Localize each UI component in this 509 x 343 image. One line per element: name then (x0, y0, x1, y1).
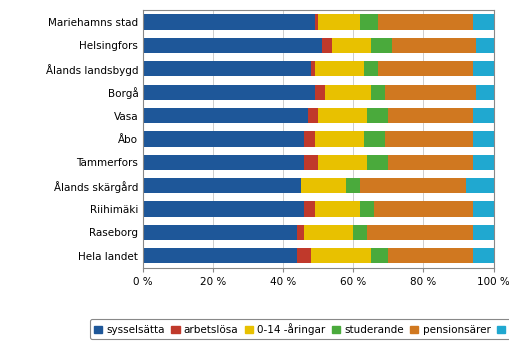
Bar (318, 155, 367, 170)
Bar (364, 61, 378, 76)
Bar (311, 61, 315, 76)
Bar (378, 61, 473, 76)
Bar (143, 61, 311, 76)
Bar (473, 225, 494, 240)
Bar (143, 155, 304, 170)
Bar (318, 108, 367, 123)
Bar (143, 14, 315, 29)
Bar (374, 201, 473, 217)
Bar (473, 14, 494, 29)
Bar (322, 38, 332, 53)
Bar (304, 225, 353, 240)
Bar (364, 131, 385, 146)
Bar (360, 201, 374, 217)
Bar (371, 38, 392, 53)
Bar (360, 14, 378, 29)
Bar (385, 84, 476, 100)
Bar (318, 14, 360, 29)
Bar (473, 155, 494, 170)
Bar (143, 84, 315, 100)
Bar (315, 14, 318, 29)
Bar (143, 225, 297, 240)
Legend: sysselsätta, arbetslösa, 0-14 -åringar, studerande, pensionsärer, övriga: sysselsätta, arbetslösa, 0-14 -åringar, … (90, 319, 509, 339)
Bar (476, 38, 494, 53)
Bar (392, 38, 476, 53)
Bar (315, 131, 364, 146)
Bar (367, 108, 388, 123)
Bar (378, 14, 473, 29)
Bar (311, 248, 371, 263)
Bar (315, 84, 325, 100)
Bar (473, 108, 494, 123)
Bar (466, 178, 494, 193)
Bar (143, 131, 304, 146)
Bar (307, 108, 318, 123)
Bar (300, 178, 346, 193)
Bar (353, 225, 367, 240)
Bar (371, 84, 385, 100)
Bar (332, 38, 371, 53)
Bar (143, 248, 297, 263)
Bar (473, 248, 494, 263)
Bar (346, 178, 360, 193)
Bar (304, 155, 318, 170)
Bar (143, 201, 304, 217)
Bar (315, 61, 364, 76)
Bar (143, 178, 300, 193)
Bar (473, 201, 494, 217)
Bar (315, 201, 360, 217)
Bar (360, 178, 466, 193)
Bar (143, 38, 322, 53)
Bar (473, 61, 494, 76)
Bar (325, 84, 371, 100)
Bar (371, 248, 388, 263)
Bar (385, 131, 473, 146)
Bar (388, 248, 473, 263)
Bar (304, 131, 315, 146)
Bar (388, 155, 473, 170)
Bar (473, 131, 494, 146)
Bar (297, 225, 304, 240)
Bar (476, 84, 494, 100)
Bar (143, 108, 307, 123)
Bar (304, 201, 315, 217)
Bar (367, 225, 473, 240)
Bar (388, 108, 473, 123)
Bar (297, 248, 311, 263)
Bar (367, 155, 388, 170)
